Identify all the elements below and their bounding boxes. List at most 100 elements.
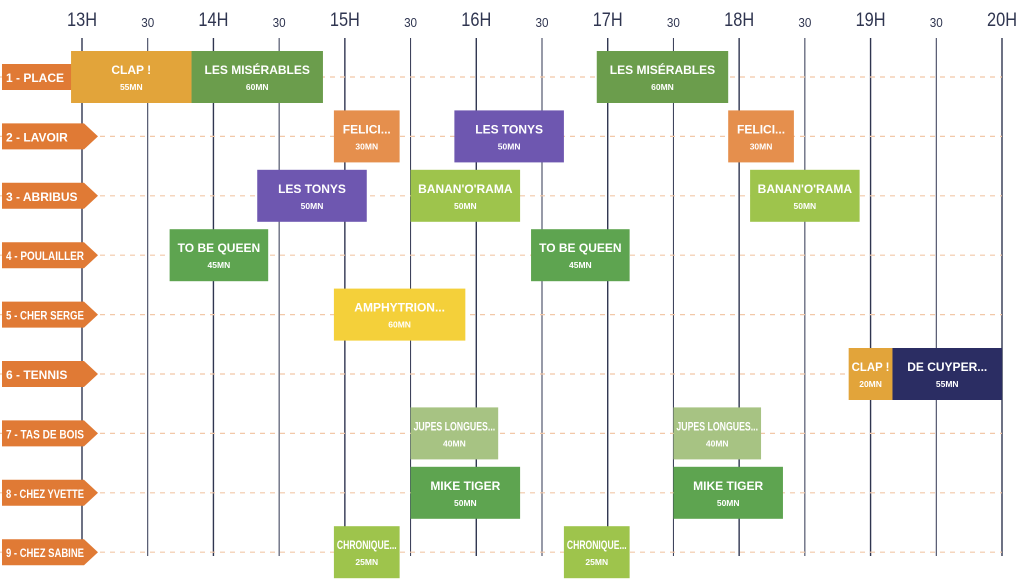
event-block[interactable]: FELICI... 30MN <box>728 110 794 163</box>
event-block[interactable]: TO BE QUEEN 45MN <box>531 229 630 282</box>
event-block[interactable]: LES MISÉRABLES 60MN <box>191 51 323 103</box>
event-block[interactable]: CLAP ! 20MN <box>848 348 893 400</box>
row-label: 4 - POULAILLER <box>2 242 98 269</box>
event-duration: 50MN <box>794 201 817 211</box>
row-label-text: 1 - PLACE <box>6 71 64 85</box>
row-label: 2 - LAVOIR <box>2 123 98 150</box>
event-title: CLAP ! <box>111 63 151 77</box>
event-duration: 60MN <box>651 82 674 92</box>
event-block[interactable]: JUPES LONGUES... 40MN <box>410 407 499 460</box>
event-bar[interactable] <box>531 229 630 282</box>
row-label: 5 - CHER SERGE <box>2 301 98 328</box>
event-bar[interactable] <box>892 348 1002 400</box>
event-title: FELICI... <box>343 122 391 136</box>
event-block[interactable]: LES MISÉRABLES 60MN <box>596 51 729 103</box>
event-block[interactable]: LES TONYS 50MN <box>257 169 367 222</box>
event-bar[interactable] <box>191 51 323 103</box>
event-duration: 50MN <box>454 201 477 211</box>
row-label-arrow <box>2 242 98 269</box>
event-block[interactable]: BANAN'O'RAMA 50MN <box>750 169 860 222</box>
tick-label: 30 <box>536 15 549 30</box>
event-block[interactable]: DE CUYPER... 55MN <box>892 348 1002 400</box>
tick-label: 30 <box>667 15 680 30</box>
event-duration: 55MN <box>936 379 959 389</box>
event-title: TO BE QUEEN <box>178 241 260 255</box>
row-label-text: 9 - CHEZ SABINE <box>6 546 84 560</box>
tick-label: 30 <box>273 15 286 30</box>
event-title: BANAN'O'RAMA <box>418 182 513 196</box>
event-duration: 30MN <box>355 141 378 151</box>
event-block[interactable]: MIKE TIGER 50MN <box>673 466 783 519</box>
event-bar[interactable] <box>410 169 521 222</box>
event-bar[interactable] <box>673 407 762 460</box>
event-block[interactable]: CHRONIQUE... 25MN <box>333 526 400 579</box>
event-duration: 60MN <box>388 320 411 330</box>
row-label-arrow <box>2 479 98 506</box>
event-duration: 45MN <box>208 260 231 270</box>
row-label-arrow <box>2 123 98 150</box>
row-label-text: 7 - TAS DE BOIS <box>6 427 84 441</box>
event-block[interactable]: JUPES LONGUES... 40MN <box>673 407 762 460</box>
row-label: 9 - CHEZ SABINE <box>2 539 98 566</box>
event-bar[interactable] <box>596 51 729 103</box>
event-duration: 20MN <box>859 379 882 389</box>
event-bar[interactable] <box>728 110 794 163</box>
event-block[interactable]: AMPHYTRION... 60MN <box>333 288 466 341</box>
tick-label: 13H <box>67 10 97 31</box>
event-title: MIKE TIGER <box>693 479 763 493</box>
event-bar[interactable] <box>333 110 400 163</box>
event-title: MIKE TIGER <box>430 479 500 493</box>
event-duration: 50MN <box>454 498 477 508</box>
event-title: TO BE QUEEN <box>539 241 621 255</box>
event-block[interactable]: CLAP ! 55MN <box>71 51 192 103</box>
tick-label: 18H <box>724 10 754 31</box>
event-duration: 30MN <box>750 141 773 151</box>
row-label-arrow <box>2 420 98 447</box>
event-bar[interactable] <box>454 110 564 163</box>
event-bar[interactable] <box>410 407 499 460</box>
event-block[interactable]: TO BE QUEEN 45MN <box>169 229 269 282</box>
row-label-arrow <box>2 539 98 566</box>
event-bar[interactable] <box>563 526 630 579</box>
event-duration: 25MN <box>585 557 608 567</box>
event-title: LES MISÉRABLES <box>610 62 715 77</box>
tick-label: 30 <box>798 15 811 30</box>
event-bar[interactable] <box>410 466 521 519</box>
row-label-text: 8 - CHEZ YVETTE <box>6 487 84 501</box>
event-block[interactable]: LES TONYS 50MN <box>454 110 564 163</box>
event-block[interactable]: BANAN'O'RAMA 50MN <box>410 169 521 222</box>
event-duration: 45MN <box>569 260 592 270</box>
row-label-text: 2 - LAVOIR <box>6 130 68 144</box>
tick-label: 16H <box>461 10 491 31</box>
event-title: FELICI... <box>737 122 785 136</box>
event-block[interactable]: FELICI... 30MN <box>333 110 400 163</box>
event-block[interactable]: CHRONIQUE... 25MN <box>563 526 630 579</box>
event-duration: 50MN <box>717 498 740 508</box>
event-bar[interactable] <box>673 466 783 519</box>
event-bar[interactable] <box>750 169 860 222</box>
event-bar[interactable] <box>333 288 466 341</box>
row-label-text: 5 - CHER SERGE <box>6 309 84 323</box>
event-title: CLAP ! <box>852 360 890 374</box>
event-title: BANAN'O'RAMA <box>758 182 853 196</box>
event-bar[interactable] <box>169 229 269 282</box>
event-title: AMPHYTRION... <box>354 301 445 315</box>
row-label-text: 6 - TENNIS <box>6 368 67 382</box>
event-duration: 60MN <box>246 82 269 92</box>
event-duration: 40MN <box>706 438 729 448</box>
tick-label: 20H <box>987 10 1017 31</box>
event-title: JUPES LONGUES... <box>676 419 758 433</box>
tick-label: 14H <box>198 10 228 31</box>
event-bar[interactable] <box>71 51 192 103</box>
event-bar[interactable] <box>257 169 367 222</box>
tick-label: 30 <box>404 15 417 30</box>
row-label-text: 3 - ABRIBUS <box>6 190 78 204</box>
event-block[interactable]: MIKE TIGER 50MN <box>410 466 521 519</box>
tick-label: 19H <box>856 10 886 31</box>
event-bar[interactable] <box>333 526 400 579</box>
tick-label: 30 <box>930 15 943 30</box>
event-duration: 40MN <box>443 438 466 448</box>
row-label: 7 - TAS DE BOIS <box>2 420 98 447</box>
event-bar[interactable] <box>848 348 893 400</box>
event-title: DE CUYPER... <box>907 360 987 374</box>
